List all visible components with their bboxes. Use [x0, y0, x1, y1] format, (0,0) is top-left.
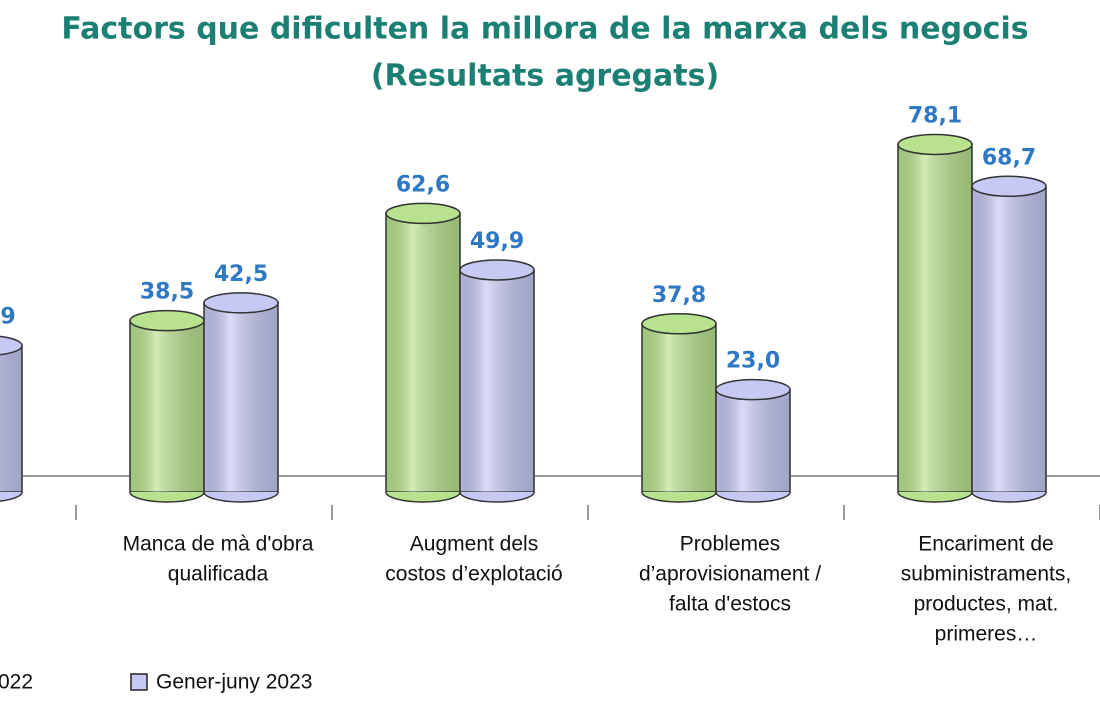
bar-shade	[972, 186, 1046, 492]
bar-top	[897, 133, 973, 156]
bar-top	[203, 292, 279, 314]
x-tick-label: d’aprovisionament /	[639, 563, 821, 586]
x-tick-label: Augment dels	[410, 533, 538, 556]
data-label: 49,9	[470, 229, 524, 254]
bar-top	[715, 378, 791, 401]
data-label: 37,8	[652, 283, 706, 308]
bar-shade	[460, 269, 534, 492]
bar-top	[641, 313, 717, 335]
bar-bottom	[385, 491, 461, 503]
data-label: 23,0	[726, 349, 780, 374]
legend-label: 022	[0, 671, 33, 694]
bar-shade	[642, 323, 716, 492]
data-label: 62,6	[396, 172, 450, 197]
data-label: 68,7	[982, 145, 1036, 170]
bar-bottom	[715, 491, 791, 503]
legend-label: Gener-juny 2023	[156, 671, 312, 694]
bar-bottom	[203, 491, 279, 503]
x-tick-label: primeres…	[935, 623, 1038, 646]
legend-swatch	[130, 673, 148, 691]
bar-top	[0, 335, 23, 356]
bar-top	[385, 202, 461, 225]
bar-top	[459, 259, 535, 281]
bar-top	[129, 309, 205, 332]
chart-title: (Resultats agregats)	[371, 59, 719, 94]
bar-shade	[130, 320, 204, 492]
bar-shade	[386, 213, 460, 492]
bar-shade	[716, 389, 790, 492]
bar-bottom	[0, 491, 23, 502]
bar-bottom	[641, 491, 717, 503]
plot: la9Manca de mà d'obraqualificada38,542,5…	[0, 103, 1100, 694]
data-label: 9	[0, 305, 15, 330]
chart-title: Factors que dificulten la millora de la …	[61, 12, 1028, 47]
data-label: 38,5	[140, 280, 194, 305]
x-tick-label: Problemes	[680, 533, 780, 556]
x-tick-label: qualificada	[168, 563, 269, 586]
bar-bottom	[897, 491, 973, 503]
x-tick-label: Encariment de	[918, 533, 1053, 556]
x-tick-label: productes, mat.	[914, 593, 1059, 616]
bar-shade	[204, 302, 278, 492]
x-tick-label: Manca de mà d'obra	[123, 533, 314, 556]
bar-bottom	[459, 491, 535, 503]
data-label: 78,1	[908, 103, 962, 128]
bar-shade	[0, 345, 22, 492]
x-tick-label: falta d'estocs	[669, 593, 791, 616]
x-tick-label: costos d’explotació	[385, 563, 562, 586]
bar-bottom	[971, 491, 1047, 503]
data-label: 42,5	[214, 262, 268, 287]
bar-bottom	[129, 491, 205, 503]
x-tick-label: subministraments,	[901, 563, 1071, 586]
bar-top	[971, 175, 1047, 198]
bar-shade	[898, 144, 972, 492]
